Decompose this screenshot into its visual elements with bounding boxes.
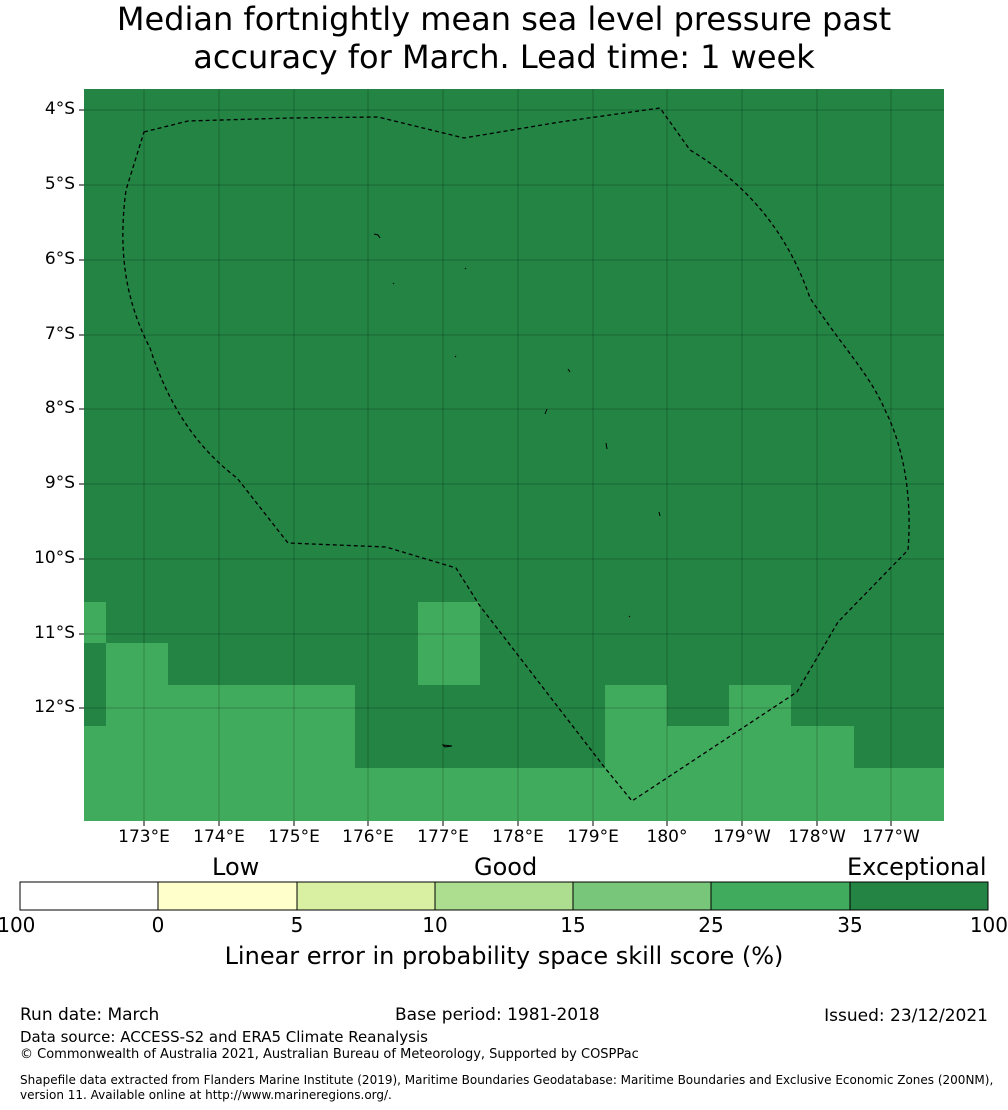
island bbox=[567, 368, 571, 373]
lon-label: 178°E bbox=[492, 827, 544, 847]
lon-label: 178°W bbox=[788, 827, 846, 847]
lat-label: 10°S bbox=[34, 548, 75, 568]
map-title-line2: accuracy for March. Lead time: 1 week bbox=[193, 38, 815, 76]
colorbar-tick: 25 bbox=[698, 913, 724, 937]
colorbar-tick: -100 bbox=[0, 913, 36, 937]
colorbar-tick: 15 bbox=[560, 913, 586, 937]
island bbox=[628, 615, 631, 618]
lon-label: 179°W bbox=[713, 827, 771, 847]
colorbar-bin bbox=[157, 881, 298, 911]
issued-date: Issued: 23/12/2021 bbox=[824, 1006, 988, 1026]
lat-label: 8°S bbox=[44, 398, 75, 418]
island bbox=[373, 233, 381, 239]
axis-ticks bbox=[79, 109, 892, 826]
lon-label: 179°E bbox=[567, 827, 619, 847]
category-label-good: Good bbox=[474, 853, 538, 881]
colorbar-bin bbox=[296, 881, 436, 911]
colorbar-tick: 0 bbox=[151, 913, 165, 937]
island bbox=[441, 744, 453, 748]
category-label-exceptional: Exceptional bbox=[847, 853, 987, 881]
lon-label: 175°E bbox=[268, 827, 320, 847]
lon-label: 177°W bbox=[862, 827, 920, 847]
skill-cell bbox=[84, 726, 106, 768]
lon-label: 176°E bbox=[342, 827, 394, 847]
gridlines bbox=[84, 89, 944, 821]
lat-label: 5°S bbox=[44, 174, 75, 194]
lat-label: 4°S bbox=[44, 99, 75, 119]
colorbar-title: Linear error in probability space skill … bbox=[224, 942, 784, 970]
lon-label: 180° bbox=[646, 827, 688, 847]
island bbox=[605, 442, 608, 450]
skill-cell bbox=[106, 685, 355, 768]
map-title-line1: Median fortnightly mean sea level pressu… bbox=[116, 0, 892, 38]
base-period: Base period: 1981-2018 bbox=[395, 1005, 600, 1025]
island bbox=[464, 267, 467, 270]
colorbar-tick: 10 bbox=[422, 913, 448, 937]
island bbox=[544, 408, 548, 415]
lat-label: 7°S bbox=[44, 324, 75, 344]
colorbar-bin bbox=[572, 881, 712, 911]
run-date: Run date: March bbox=[20, 1005, 160, 1025]
skill-cell bbox=[418, 602, 480, 685]
colorbar bbox=[19, 881, 989, 911]
skill-cell bbox=[84, 602, 106, 643]
islands bbox=[373, 233, 661, 748]
lat-label: 6°S bbox=[44, 249, 75, 269]
skill-cell bbox=[667, 726, 729, 768]
colorbar-tick: 35 bbox=[837, 913, 863, 937]
colorbar-tick: 5 bbox=[290, 913, 304, 937]
eez-boundary bbox=[122, 107, 910, 802]
category-label-low: Low bbox=[212, 853, 260, 881]
colorbar-bin bbox=[19, 881, 159, 911]
very-good-skill-region bbox=[84, 602, 944, 821]
shapefile-credit-line1: Shapefile data extracted from Flanders M… bbox=[20, 1073, 994, 1087]
island bbox=[658, 511, 661, 517]
lon-label: 174°E bbox=[193, 827, 245, 847]
island bbox=[392, 282, 395, 285]
colorbar-tick: 100 bbox=[969, 913, 1008, 937]
skill-cell bbox=[84, 768, 944, 821]
skill-cell bbox=[791, 726, 854, 768]
island bbox=[454, 355, 457, 358]
shapefile-credit-line2: version 11. Available online at http://w… bbox=[20, 1088, 392, 1102]
colorbar-bin bbox=[710, 881, 851, 911]
skill-cell bbox=[605, 685, 667, 768]
copyright: © Commonwealth of Australia 2021, Austra… bbox=[20, 1047, 639, 1062]
colorbar-bin bbox=[434, 881, 574, 911]
skill-cell bbox=[106, 643, 168, 685]
lon-label: 173°E bbox=[118, 827, 170, 847]
lat-label: 12°S bbox=[34, 697, 75, 717]
lon-label: 177°E bbox=[417, 827, 469, 847]
lat-label: 9°S bbox=[44, 473, 75, 493]
data-source: Data source: ACCESS-S2 and ERA5 Climate … bbox=[20, 1028, 428, 1046]
colorbar-bin bbox=[849, 881, 989, 911]
lat-label: 11°S bbox=[34, 623, 75, 643]
skill-cell bbox=[729, 685, 791, 768]
